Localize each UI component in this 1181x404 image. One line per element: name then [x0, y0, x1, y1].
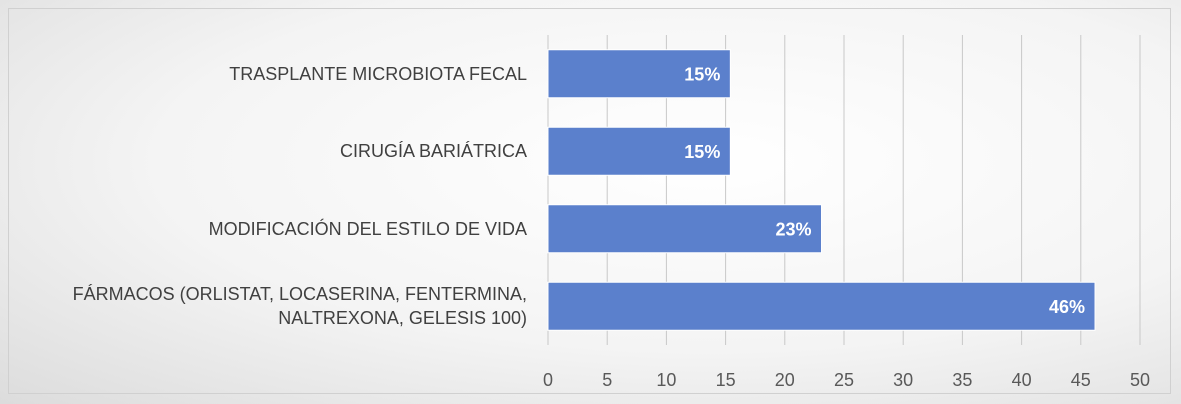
chart-frame [8, 8, 1171, 394]
data-label: 15% [684, 142, 720, 162]
data-label: 46% [1049, 297, 1085, 317]
x-tick-label: 40 [1012, 370, 1032, 390]
x-tick-label: 5 [602, 370, 612, 390]
x-tick-label: 30 [893, 370, 913, 390]
x-tick-label: 45 [1071, 370, 1091, 390]
x-tick-label: 20 [775, 370, 795, 390]
y-tick-label: FÁRMACOS (ORLISTAT, LOCASERINA, FENTERMI… [72, 284, 527, 329]
bar [547, 49, 731, 99]
x-tick-label: 50 [1130, 370, 1150, 390]
x-tick-label: 10 [656, 370, 676, 390]
y-tick-label: TRASPLANTE MICROBIOTA FECAL [229, 63, 527, 84]
x-tick-label: 15 [716, 370, 736, 390]
bar [547, 126, 731, 176]
y-tick-label: CIRUGÍA BARIÁTRICA [339, 141, 527, 162]
x-tick-label: 35 [952, 370, 972, 390]
bar [547, 281, 1096, 331]
x-tick-label: 0 [543, 370, 553, 390]
bar [547, 204, 823, 254]
y-tick-label: MODIFICACIÓN DEL ESTILO DE VIDA [208, 218, 527, 239]
x-tick-label: 25 [834, 370, 854, 390]
data-label: 23% [775, 220, 811, 240]
data-label: 15% [684, 65, 720, 85]
